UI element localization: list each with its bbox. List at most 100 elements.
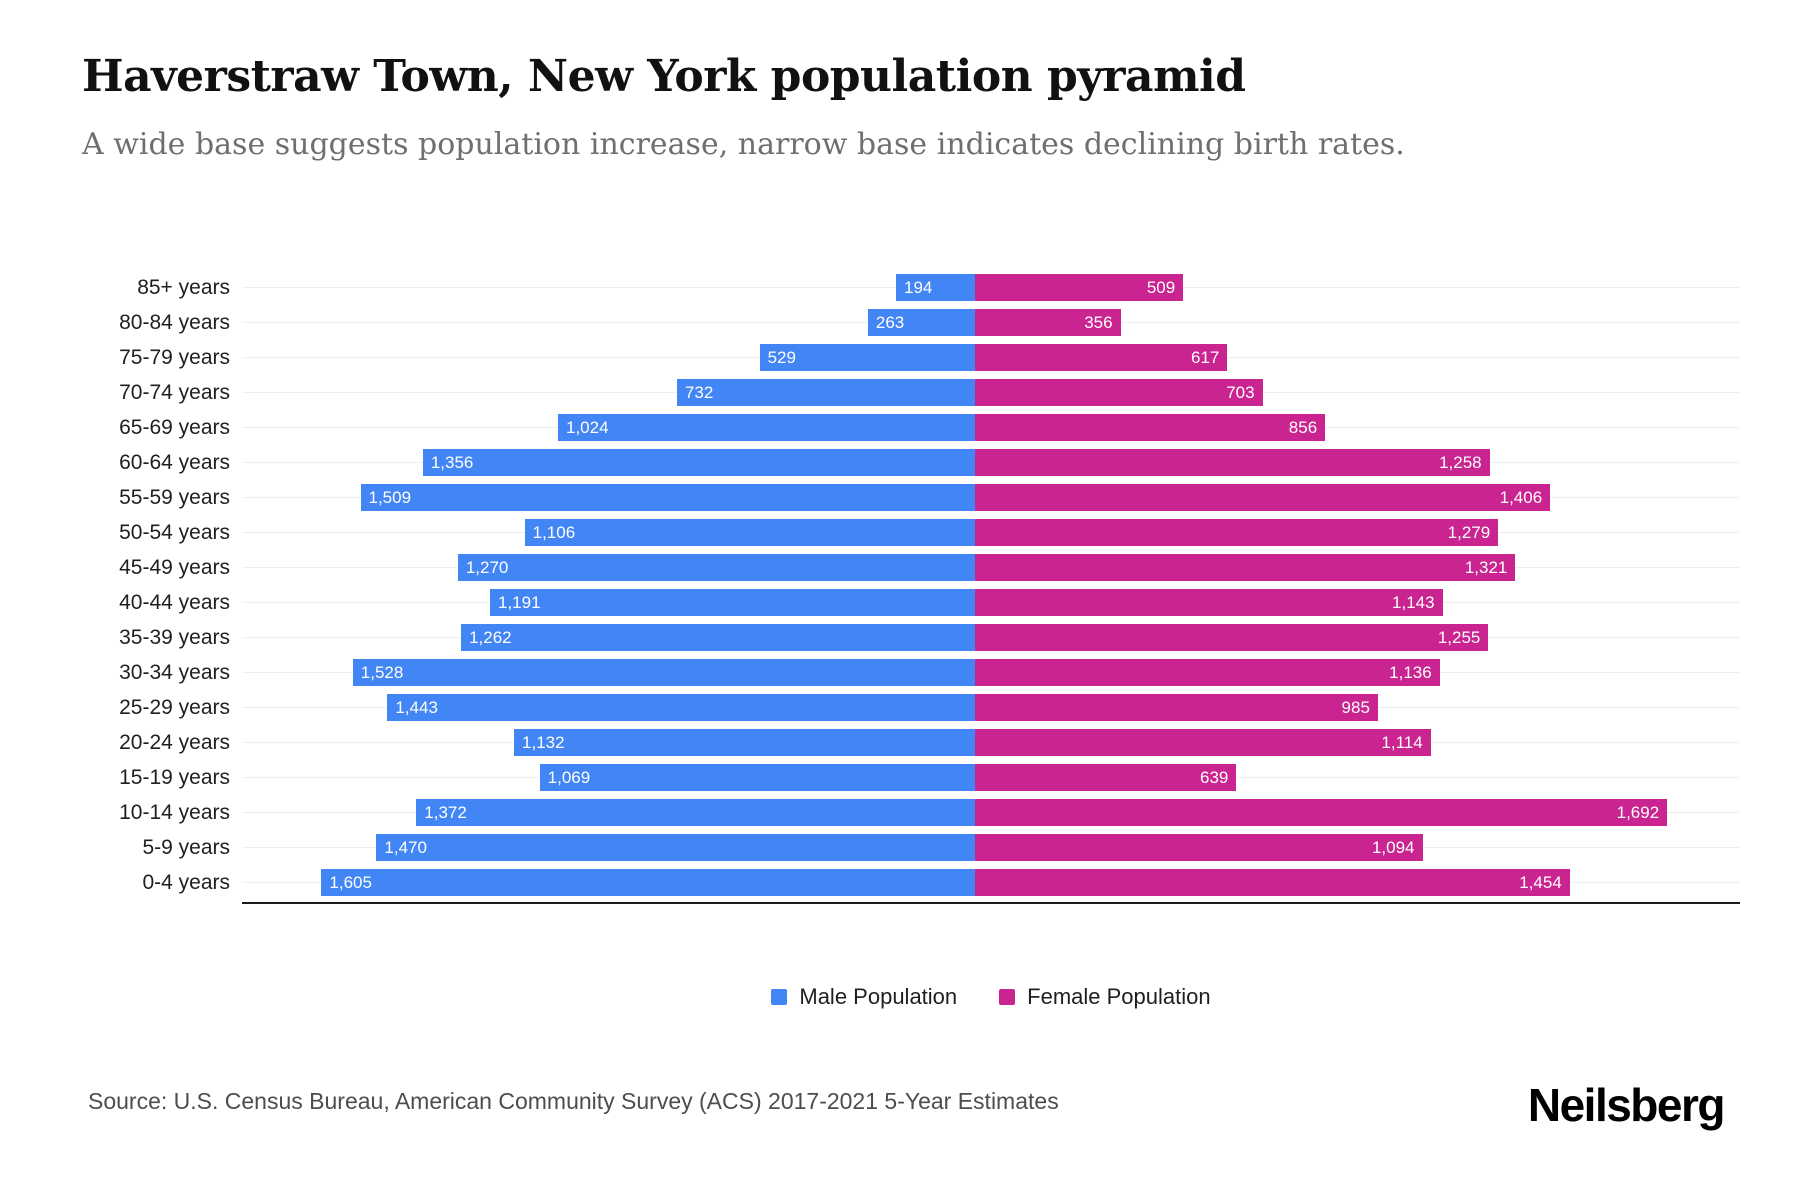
pyramid-row: 40-44 years 1,191 1,143 [0,585,1740,620]
male-bar-value: 1,509 [368,487,412,507]
male-bar[interactable]: 1,443 [387,694,975,721]
female-bar[interactable]: 1,255 [974,624,1489,651]
chart-header: Haverstraw Town, New York population pyr… [82,51,1720,162]
male-bar[interactable]: 732 [676,379,975,406]
female-bar[interactable]: 617 [974,344,1228,371]
page-title: Haverstraw Town, New York population pyr… [82,51,1246,102]
male-bar[interactable]: 1,262 [461,624,975,651]
female-bar[interactable]: 985 [974,694,1378,721]
chart-legend: Male Population Female Population [242,984,1740,1010]
female-bar[interactable]: 1,258 [974,449,1490,476]
pyramid-row: 45-49 years 1,270 1,321 [0,550,1740,585]
male-bar[interactable]: 1,270 [457,554,975,581]
age-group-label: 15-19 years [119,765,230,789]
pyramid-row: 30-34 years 1,528 1,136 [0,655,1740,690]
male-bar-value: 732 [684,382,714,402]
male-bar[interactable]: 1,470 [376,834,975,861]
male-bar-value: 1,605 [329,872,372,892]
row-plot-area: 1,443 985 [242,690,1740,725]
female-bar[interactable]: 1,114 [974,729,1431,756]
male-bar[interactable]: 1,024 [558,414,975,441]
pyramid-row: 60-64 years 1,356 1,258 [0,445,1740,480]
age-group-label: 30-34 years [119,660,230,684]
male-bar[interactable]: 1,605 [321,869,975,896]
age-group-label: 20-24 years [119,730,230,754]
female-bar[interactable]: 1,136 [974,659,1440,686]
female-bar-value: 1,321 [1464,557,1508,577]
age-group-label: 65-69 years [119,415,230,439]
male-bar[interactable]: 1,069 [539,764,975,791]
pyramid-row: 0-4 years 1,605 1,454 [0,865,1740,900]
female-bar-value: 856 [1288,417,1318,437]
female-bar[interactable]: 1,094 [974,834,1423,861]
pyramid-row: 5-9 years 1,470 1,094 [0,830,1740,865]
row-plot-area: 1,191 1,143 [242,585,1740,620]
female-bar[interactable]: 1,279 [974,519,1499,546]
male-bar-value: 194 [903,277,933,297]
female-bar[interactable]: 356 [974,309,1121,336]
female-bar[interactable]: 1,692 [974,799,1668,826]
male-bar[interactable]: 1,191 [490,589,975,616]
male-bar-value: 1,372 [424,802,467,822]
age-group-label: 10-14 years [119,800,230,824]
pyramid-row: 20-24 years 1,132 1,114 [0,725,1740,760]
age-group-label: 5-9 years [142,835,230,859]
male-bar-value: 1,270 [465,557,509,577]
row-plot-area: 1,528 1,136 [242,655,1740,690]
male-bar[interactable]: 1,132 [514,729,975,756]
male-bar-value: 1,262 [469,627,512,647]
row-plot-area: 529 617 [242,340,1740,375]
female-bar[interactable]: 703 [974,379,1263,406]
row-plot-area: 1,132 1,114 [242,725,1740,760]
age-group-label: 35-39 years [119,625,230,649]
male-bar-value: 1,528 [360,662,404,682]
age-group-label: 55-59 years [119,485,230,509]
page-subtitle: A wide base suggests population increase… [82,126,1405,162]
male-bar[interactable]: 1,106 [524,519,975,546]
female-bar-value: 1,692 [1616,802,1660,822]
female-bar-value: 1,406 [1499,487,1543,507]
row-plot-area: 732 703 [242,375,1740,410]
male-bar[interactable]: 263 [867,309,975,336]
row-plot-area: 1,605 1,454 [242,865,1740,900]
male-bar[interactable]: 1,528 [352,659,975,686]
pyramid-row: 55-59 years 1,509 1,406 [0,480,1740,515]
female-bar-value: 1,143 [1392,592,1435,612]
age-group-label: 25-29 years [119,695,230,719]
male-bar-value: 1,443 [395,697,438,717]
female-bar[interactable]: 1,406 [974,484,1551,511]
pyramid-row: 35-39 years 1,262 1,255 [0,620,1740,655]
female-bar[interactable]: 1,454 [974,869,1570,896]
male-bar[interactable]: 1,356 [422,449,975,476]
male-bar[interactable]: 1,509 [360,484,975,511]
female-bar[interactable]: 1,321 [974,554,1516,581]
male-bar[interactable]: 194 [895,274,975,301]
age-group-label: 40-44 years [119,590,230,614]
row-plot-area: 1,024 856 [242,410,1740,445]
legend-item-male: Male Population [771,984,957,1010]
female-bar-value: 356 [1084,312,1113,332]
row-plot-area: 1,509 1,406 [242,480,1740,515]
female-bar-value: 703 [1226,382,1255,402]
population-pyramid-chart: 85+ years 194 509 80-84 years 263 356 75-79 ye… [0,270,1740,900]
legend-item-female: Female Population [999,984,1211,1010]
row-plot-area: 1,470 1,094 [242,830,1740,865]
female-bar[interactable]: 856 [974,414,1326,441]
neilsberg-logo: Neilsberg [1527,1079,1726,1131]
pyramid-row: 50-54 years 1,106 1,279 [0,515,1740,550]
male-bar[interactable]: 1,372 [416,799,975,826]
row-plot-area: 1,069 639 [242,760,1740,795]
row-plot-area: 194 509 [242,270,1740,305]
female-bar[interactable]: 509 [974,274,1184,301]
male-legend-label: Male Population [799,984,958,1009]
female-bar[interactable]: 1,143 [974,589,1443,616]
female-bar[interactable]: 639 [974,764,1237,791]
pyramid-row: 85+ years 194 509 [0,270,1740,305]
male-bar[interactable]: 529 [759,344,975,371]
male-bar-value: 529 [767,347,796,367]
female-bar-value: 1,255 [1437,627,1481,647]
row-plot-area: 1,106 1,279 [242,515,1740,550]
female-bar-value: 639 [1200,767,1229,787]
age-group-label: 45-49 years [119,555,230,579]
